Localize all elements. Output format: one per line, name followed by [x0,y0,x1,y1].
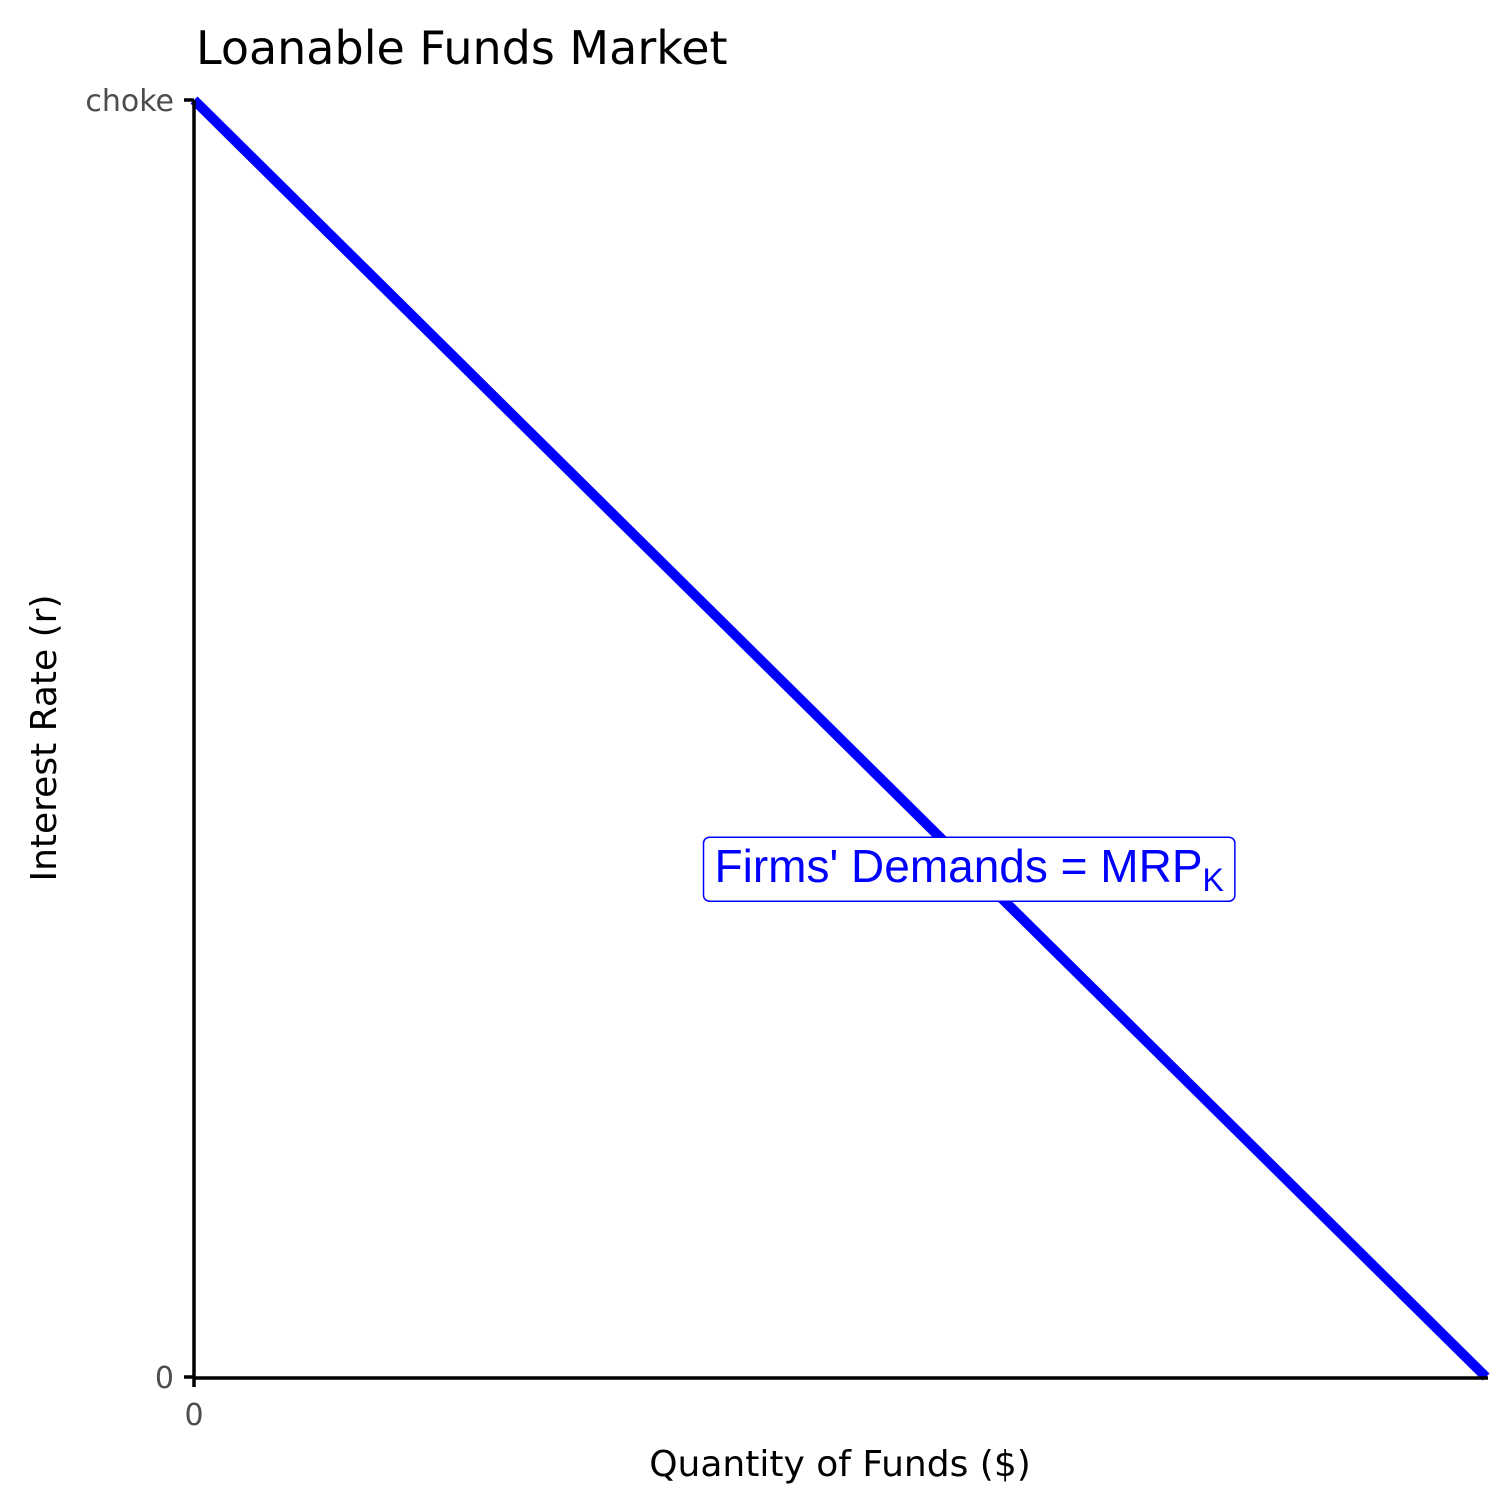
y-axis-title: Interest Rate (r) [24,594,65,881]
annotation-box [702,836,1236,902]
demand-curve-line [190,96,1490,1381]
curve-annotation: Firms' Demands = MRPK [702,836,1236,902]
annotation-layer: Firms' Demands = MRPK [702,836,1236,902]
annotation-main-text: Firms' Demands = MRP [715,840,1203,892]
x-axis-title: Quantity of Funds ($) [649,1444,1031,1485]
x-tick-label: 0 [184,1398,203,1433]
annotation-label: Firms' Demands = MRPK [715,840,1224,898]
x-ticks: 0 [184,1377,204,1433]
chart-title: Loanable Funds Market [196,21,728,75]
annotation-subscript: K [1203,862,1224,898]
series-layer [190,96,1490,1381]
y-tick-label: choke [85,84,174,119]
y-ticks: 0 choke [85,84,194,1396]
y-tick-label: 0 [155,1361,174,1396]
